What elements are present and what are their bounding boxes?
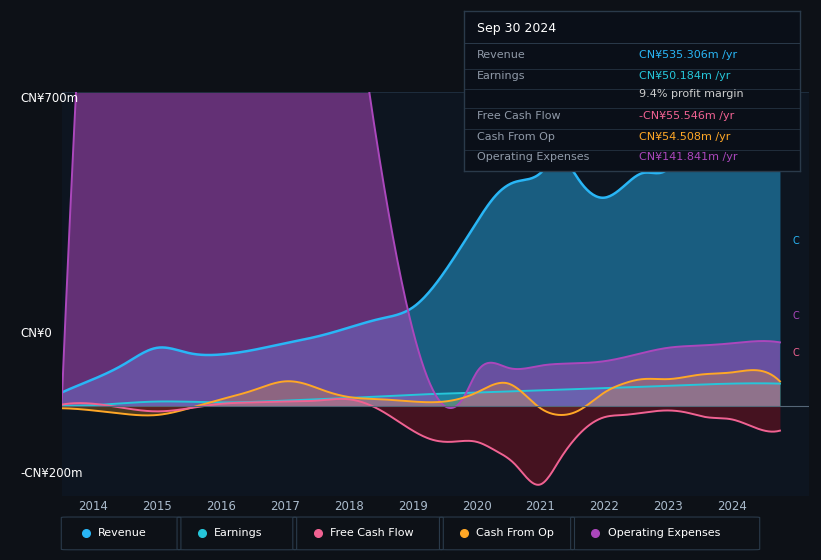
- Text: Free Cash Flow: Free Cash Flow: [477, 111, 561, 121]
- Text: -CN¥200m: -CN¥200m: [21, 466, 83, 480]
- Text: Sep 30 2024: Sep 30 2024: [477, 22, 557, 35]
- Text: 9.4% profit margin: 9.4% profit margin: [639, 90, 744, 100]
- Text: Earnings: Earnings: [477, 71, 525, 81]
- Text: C: C: [792, 311, 799, 321]
- Text: C: C: [792, 236, 799, 246]
- Text: Free Cash Flow: Free Cash Flow: [330, 529, 414, 538]
- Text: Revenue: Revenue: [477, 50, 526, 60]
- Text: -CN¥55.546m /yr: -CN¥55.546m /yr: [639, 111, 734, 121]
- Text: C: C: [792, 348, 799, 358]
- Text: Cash From Op: Cash From Op: [476, 529, 554, 538]
- Text: CN¥54.508m /yr: CN¥54.508m /yr: [639, 132, 730, 142]
- Text: Cash From Op: Cash From Op: [477, 132, 555, 142]
- Text: Revenue: Revenue: [99, 529, 147, 538]
- Text: Operating Expenses: Operating Expenses: [608, 529, 720, 538]
- Text: Operating Expenses: Operating Expenses: [477, 152, 589, 162]
- Text: CN¥141.841m /yr: CN¥141.841m /yr: [639, 152, 737, 162]
- Text: Earnings: Earnings: [214, 529, 263, 538]
- Text: CN¥700m: CN¥700m: [21, 91, 79, 105]
- Text: CN¥0: CN¥0: [21, 326, 53, 340]
- Text: CN¥50.184m /yr: CN¥50.184m /yr: [639, 71, 730, 81]
- Text: CN¥535.306m /yr: CN¥535.306m /yr: [639, 50, 737, 60]
